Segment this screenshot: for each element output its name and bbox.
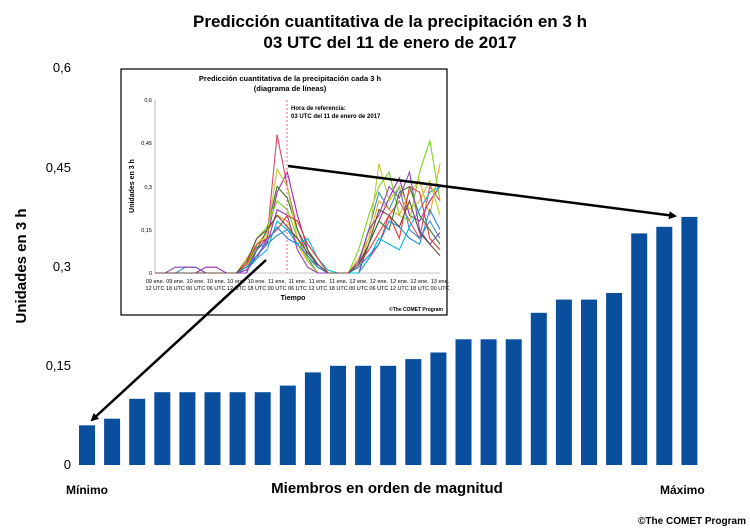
inset-x-tick-label: 06 UTC <box>369 286 388 292</box>
inset-x-tick-label: 12 ene. <box>390 279 409 285</box>
x-min-label: Mínimo <box>66 483 108 497</box>
bar <box>581 299 597 465</box>
x-max-label: Máximo <box>660 483 705 497</box>
series-line <box>155 170 441 274</box>
bar <box>330 365 346 466</box>
inset-y-tick: 0 <box>149 271 152 277</box>
copyright: ©The COMET Program <box>638 516 746 527</box>
inset-x-tick-label: 10 ene. <box>248 279 267 285</box>
bar <box>505 339 522 465</box>
inset-x-tick-label: 11 ene. <box>329 279 347 285</box>
inset-x-tick-label: 00 UTC <box>268 286 287 292</box>
chart-subtitle: 03 UTC del 11 de enero de 2017 <box>263 33 516 52</box>
bar <box>530 312 547 465</box>
inset-x-tick-label: 09 ene. <box>146 279 165 285</box>
inset-x-tick-label: 12 ene. <box>410 279 429 285</box>
inset-y-tick: 0,15 <box>141 228 152 234</box>
inset-x-tick-label: 00 UTC <box>349 286 368 292</box>
bar <box>681 216 698 465</box>
y-tick-label: 0 <box>64 457 71 472</box>
inset-x-tick-label: 09 ene. <box>166 279 185 285</box>
y-tick-label: 0,3 <box>53 259 71 274</box>
bar <box>405 359 422 465</box>
chart-title: Predicción cuantitativa de la precipitac… <box>193 12 587 31</box>
inset-x-tick-label: 10 ene. <box>207 279 226 285</box>
inset-x-tick-label: 10 ene. <box>227 279 246 285</box>
y-tick-label: 0,15 <box>46 358 71 373</box>
bar <box>79 425 95 465</box>
arrow-to-max <box>287 164 677 220</box>
inset-x-tick-label: 12 ene. <box>349 279 368 285</box>
bar <box>555 299 572 465</box>
inset-y-tick: 0,45 <box>141 141 152 147</box>
bar <box>204 392 221 465</box>
inset-x-tick-label: 12 UTC <box>227 286 246 292</box>
bar <box>380 365 397 466</box>
reference-label: Hora de referencia: <box>291 106 346 112</box>
bar <box>455 339 472 465</box>
inset-x-tick-label: 18 UTC <box>329 286 348 292</box>
inset-y-tick: 0,6 <box>144 98 152 104</box>
bars <box>79 216 698 466</box>
inset-chart: Predicción cuantitativa de la precipitac… <box>120 68 450 316</box>
x-axis-title: Miembros en orden de magnitud <box>271 480 503 497</box>
inset-x-tick-label: 11 ene. <box>289 279 307 285</box>
inset-x-tick-label: 18 UTC <box>166 286 185 292</box>
reference-time: 03 UTC del 11 de enero de 2017 <box>291 114 381 120</box>
bar <box>656 226 673 465</box>
y-axis-title: Unidades en 3 h <box>13 208 30 323</box>
inset-x-tick-label: 06 UTC <box>207 286 226 292</box>
bar <box>355 365 372 466</box>
inset-x-tick-label: 12 ene. <box>370 279 389 285</box>
series-line <box>155 199 441 274</box>
inset-x-tick-label: 11 ene. <box>309 279 327 285</box>
inset-x-tick-label: 12 UTC <box>146 286 165 292</box>
bar <box>606 293 623 465</box>
inset-x-tick-label: 00 UTC <box>186 286 205 292</box>
inset-subtitle: (diagrama de líneas) <box>254 84 327 93</box>
inset-x-tick-label: 13 ene. <box>431 279 450 285</box>
bar <box>430 352 447 465</box>
bar <box>229 392 246 465</box>
bar <box>179 392 196 465</box>
inset-lines <box>155 134 441 274</box>
inset-x-tick-label: 18 UTC <box>410 286 429 292</box>
y-tick-label: 0,45 <box>46 160 71 175</box>
y-tick-label: 0,6 <box>53 60 71 75</box>
bar <box>279 385 296 465</box>
bar <box>154 392 171 465</box>
inset-title: Predicción cuantitativa de la precipitac… <box>199 74 382 83</box>
bar <box>104 418 121 465</box>
inset-x-axis-title: Tiempo <box>281 295 306 302</box>
bar <box>631 233 648 465</box>
inset-x-tick-label: 18 UTC <box>247 286 266 292</box>
bar <box>304 372 321 465</box>
bar <box>480 339 497 465</box>
series-line <box>155 170 441 274</box>
inset-x-tick-label: 10 ene. <box>187 279 206 285</box>
arrow-to-min <box>90 259 267 422</box>
inset-x-tick-label: 12 UTC <box>390 286 409 292</box>
inset-x-tick-label: 11 ene. <box>268 279 286 285</box>
inset-x-tick-label: 06 UTC <box>288 286 307 292</box>
inset-x-tick-label: 00 UTC <box>431 286 450 292</box>
inset-copyright: ©The COMET Program <box>389 306 444 313</box>
inset-y-axis-title: Unidades en 3 h <box>129 159 136 213</box>
bar <box>254 392 271 465</box>
bar <box>129 398 146 465</box>
inset-x-tick-label: 12 UTC <box>308 286 327 292</box>
inset-y-tick: 0,3 <box>144 185 152 191</box>
